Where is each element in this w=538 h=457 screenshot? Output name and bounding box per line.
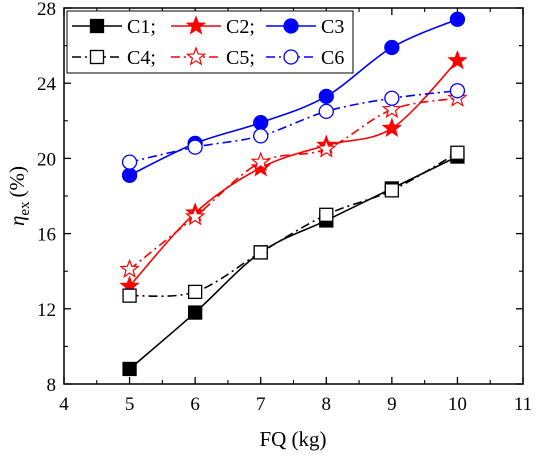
series-line-5	[129, 97, 458, 270]
legend-marker-6	[283, 49, 299, 65]
x-tick-label: 4	[59, 394, 69, 415]
data-point-series-2	[381, 117, 403, 137]
series-line-2	[128, 60, 459, 287]
x-tick-label: 6	[190, 394, 200, 415]
data-point-series-4	[384, 183, 400, 198]
data-point-series-6	[187, 139, 203, 155]
data-point-series-6	[318, 103, 334, 120]
y-tick-label: 24	[37, 74, 57, 95]
legend-box	[66, 10, 354, 74]
x-tick-label: 10	[448, 394, 467, 415]
data-point-series-5	[381, 98, 403, 119]
data-point-series-3	[121, 167, 138, 183]
data-point-series-2	[447, 49, 468, 70]
x-tick-label: 8	[322, 394, 332, 415]
x-tick-label: 7	[256, 394, 266, 415]
data-point-series-4	[122, 288, 137, 303]
data-point-series-6	[253, 128, 269, 144]
data-point-series-6	[384, 90, 400, 106]
axis-ticks: 4 5 6 7 8 9 10 11 8 12 16 20 24 28	[37, 0, 532, 415]
data-point-series-5	[316, 138, 337, 158]
data-point-series-1	[187, 305, 203, 320]
plot-marks	[119, 11, 468, 377]
data-point-series-4	[319, 207, 334, 222]
legend-label-2: C2;	[226, 16, 255, 38]
data-point-series-3	[384, 39, 400, 56]
x-tick-label: 11	[514, 394, 532, 415]
legend: C1; C2; C3 C4; C5; C6	[66, 10, 354, 74]
x-axis-title: FQ (kg)	[259, 427, 326, 451]
data-point-series-1	[122, 361, 137, 377]
legend-label-4: C4;	[127, 47, 156, 69]
legend-label-3: C3	[321, 16, 344, 38]
y-tick-label: 20	[37, 149, 56, 170]
legend-marker-2	[185, 15, 207, 35]
y-axis-subscript: ex	[17, 201, 33, 216]
y-axis-title: ηex (%)	[5, 166, 33, 226]
y-axis-symbol: η	[5, 216, 29, 226]
y-tick-label: 12	[37, 300, 56, 321]
legend-label-6: C6	[321, 47, 344, 69]
legend-marker-4	[89, 49, 105, 65]
data-point-series-4	[450, 145, 465, 160]
series-line-1	[129, 155, 458, 370]
x-tick-label: 9	[387, 394, 397, 415]
legend-marker-5	[185, 46, 207, 66]
legend-label-5: C5;	[226, 47, 255, 69]
legend-label-1: C1;	[127, 16, 156, 38]
y-tick-label: 16	[37, 225, 56, 246]
data-point-series-3	[253, 115, 269, 131]
data-point-series-6	[449, 83, 466, 99]
data-point-series-4	[187, 284, 203, 300]
legend-marker-1	[89, 18, 105, 34]
data-point-series-6	[121, 154, 138, 170]
data-point-series-2	[250, 157, 271, 177]
legend-marker-3	[283, 18, 299, 34]
series-line-4	[129, 152, 458, 298]
data-point-series-5	[250, 151, 271, 171]
data-point-series-5	[184, 205, 206, 226]
data-point-series-3	[318, 88, 334, 105]
x-tick-label: 5	[125, 394, 135, 415]
data-point-series-5	[119, 258, 140, 278]
y-tick-label: 28	[37, 0, 56, 20]
data-point-series-4	[253, 245, 268, 260]
y-axis-unit: (%)	[5, 166, 29, 197]
y-tick-label: 8	[47, 375, 57, 396]
